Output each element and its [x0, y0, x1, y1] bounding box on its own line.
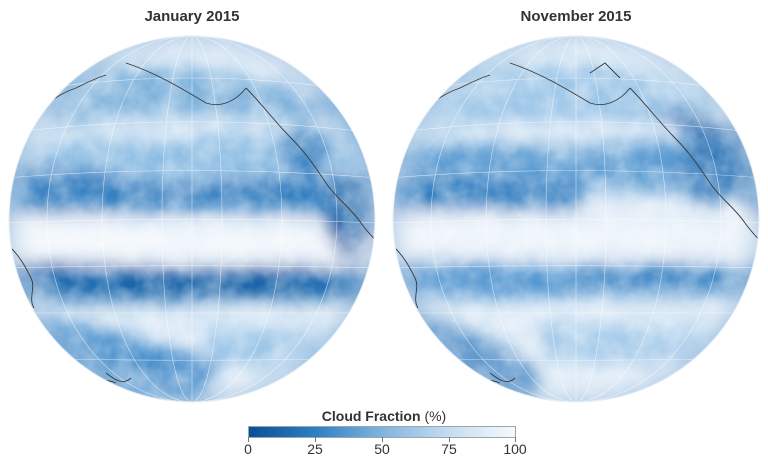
colorbar-tick-label: 50 — [374, 441, 390, 457]
colorbar-tick-label: 0 — [244, 441, 252, 457]
colorbar-tick-label: 100 — [503, 441, 527, 457]
globe-map-november-2015 — [392, 35, 760, 403]
coastlines — [10, 62, 375, 384]
panel-title-november-2015: November 2015 — [520, 8, 632, 25]
colorbar-tick — [248, 437, 249, 442]
cloud-fraction-field-november-2015 — [393, 36, 759, 402]
colorbar-tick-label: 25 — [307, 441, 323, 457]
colorbar-tick-label: 75 — [441, 441, 457, 457]
colorbar-label: Cloud Fraction — [321, 408, 421, 424]
colorbar-tick — [515, 437, 516, 442]
globe-map-january-2015 — [8, 35, 376, 403]
panel-title-january-2015: January 2015 — [144, 8, 240, 25]
colorbar-tick — [382, 437, 383, 442]
colorbar-tick — [449, 437, 450, 442]
colorbar-title: Cloud Fraction (%) — [234, 408, 534, 424]
colorbar-unit: (%) — [424, 408, 447, 424]
colorbar-tick — [315, 437, 316, 442]
cloud-fraction-field-january-2015 — [9, 36, 375, 402]
